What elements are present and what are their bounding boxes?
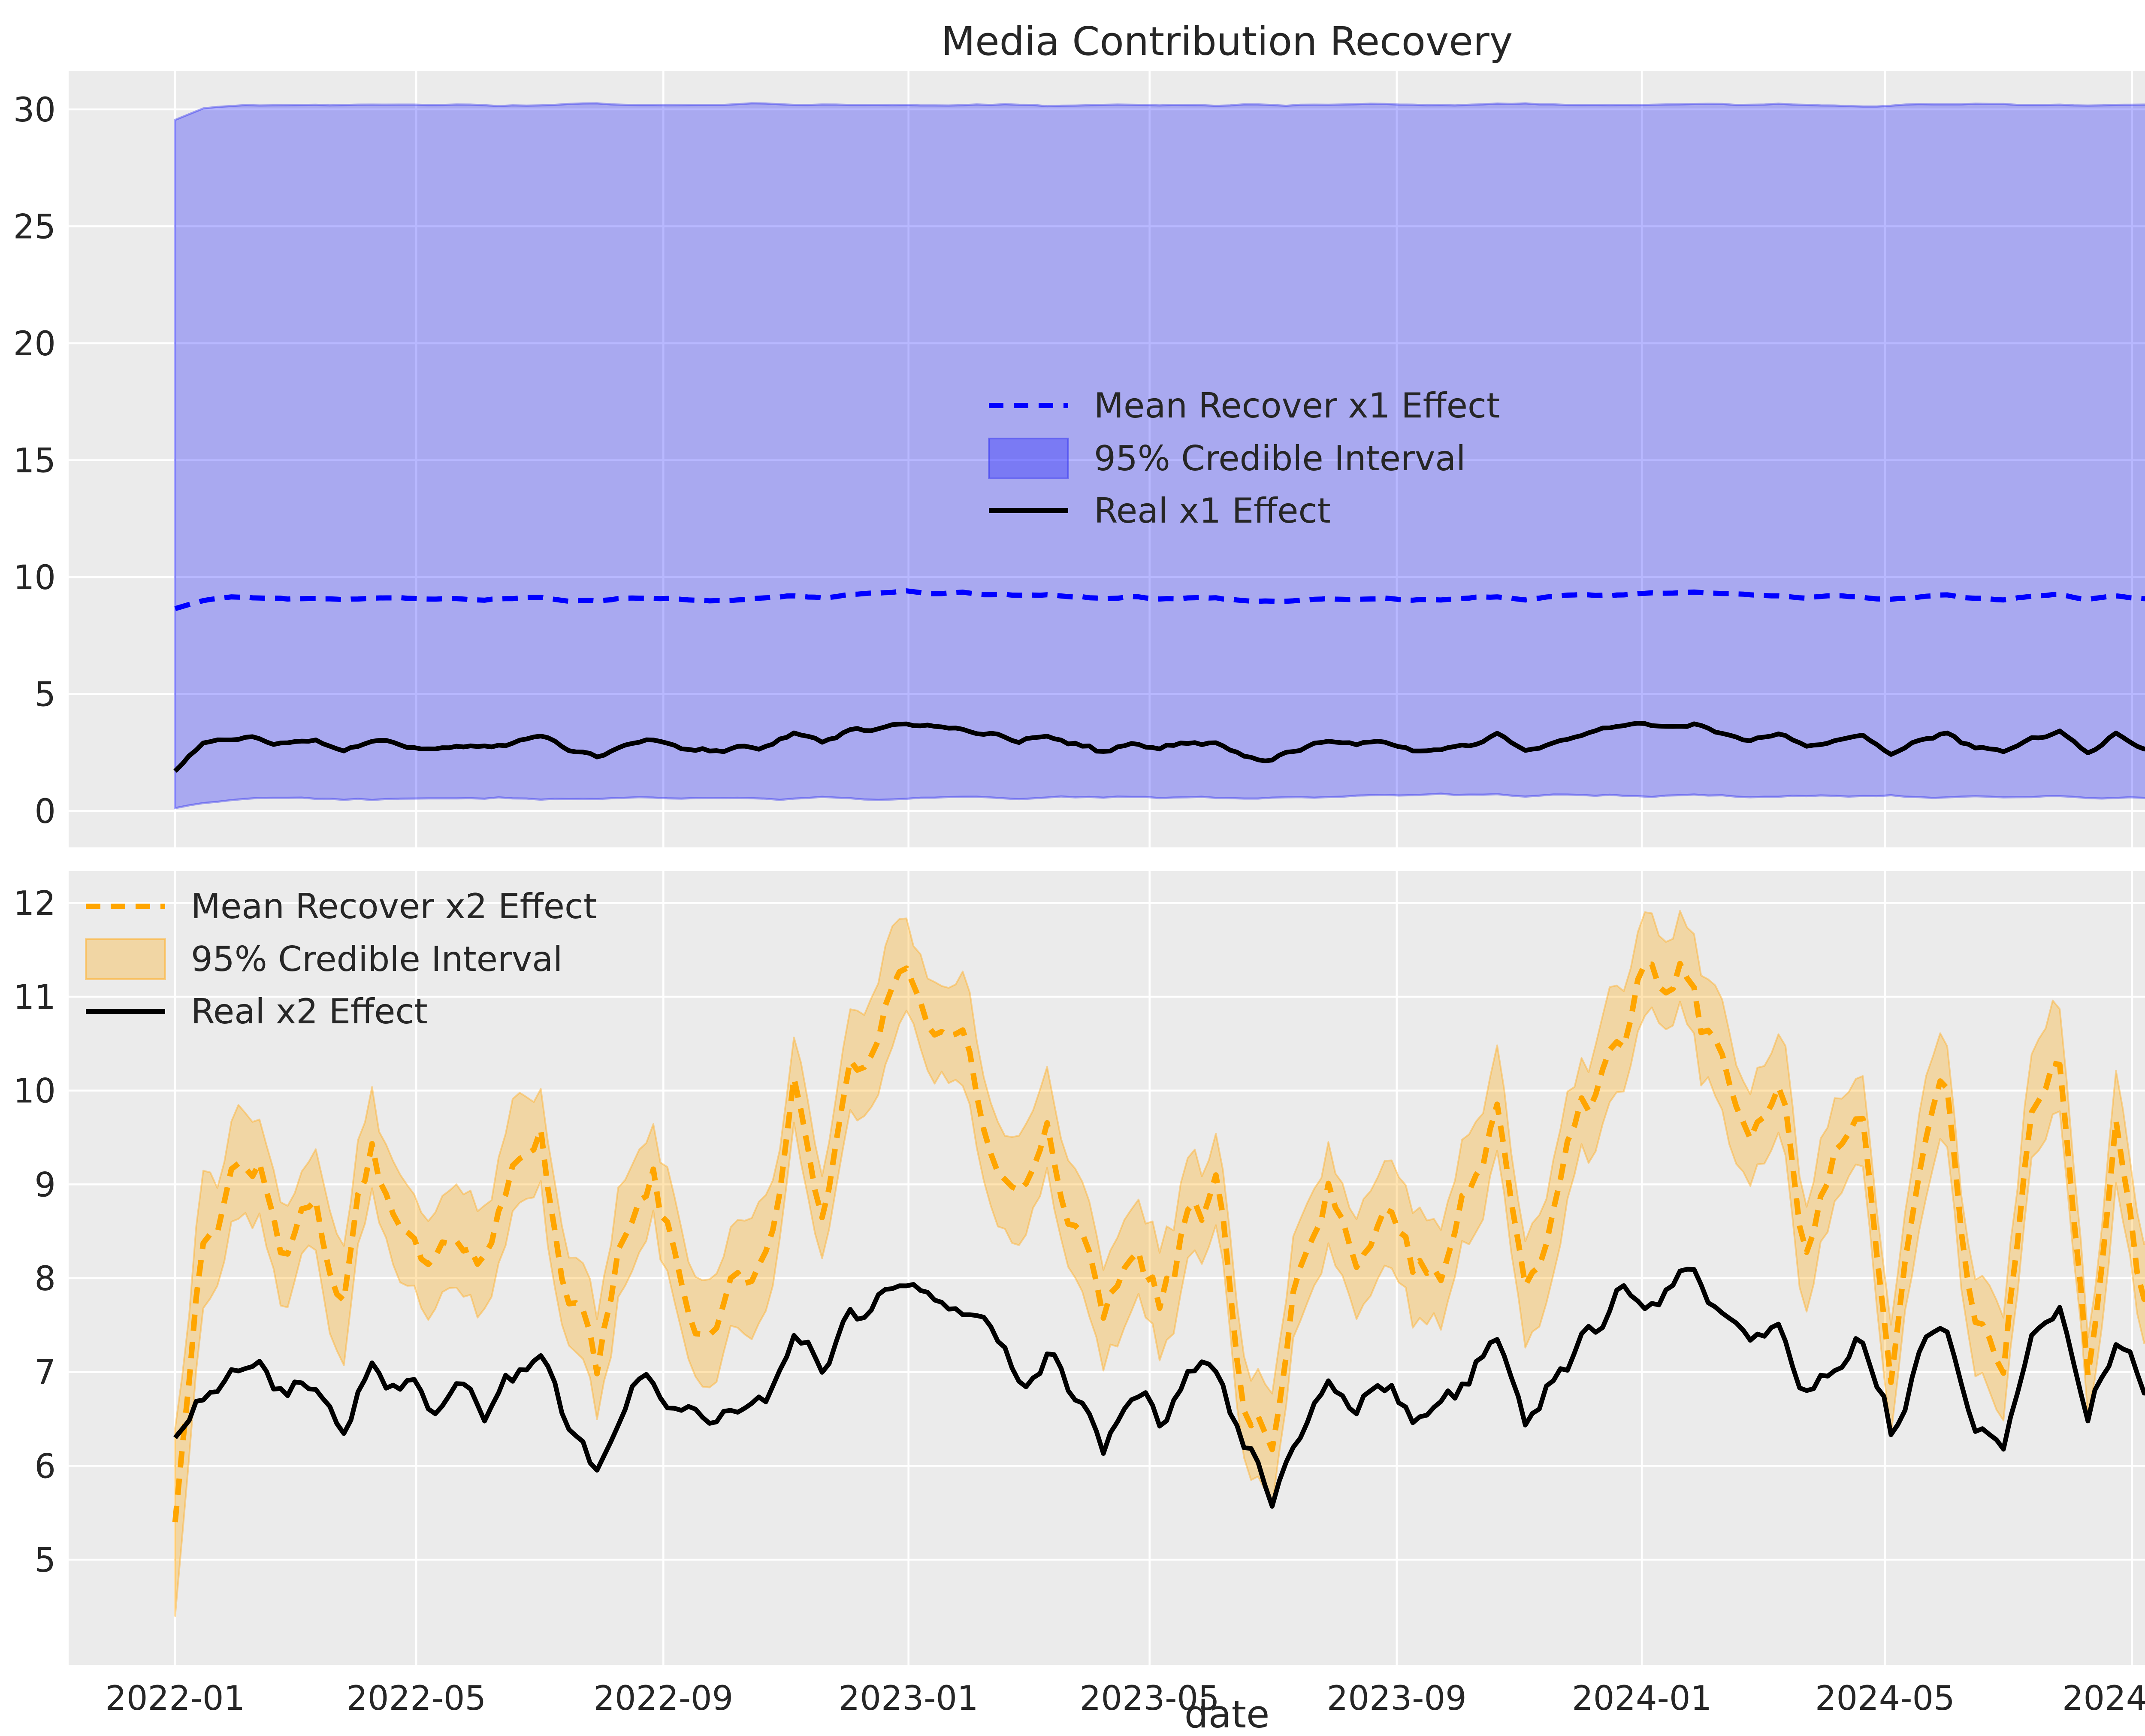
y-tick-label: 10 [13,1072,56,1111]
x-tick-label: 2022-09 [593,1679,733,1718]
y-tick-label: 30 [13,91,56,130]
x1-mean-line [174,588,2145,611]
x-tick-labels: 2022-01 2022-05 2022-09 2023-01 2023-05 2023-… [105,1679,2145,1718]
x1-band-legend-swatch [988,438,1069,479]
bottom-legend: Mean Recover x2 Effect 95% Credible Inte… [85,886,597,1031]
top-y-tick-labels: 0 5 10 15 20 25 30 [13,91,56,831]
y-tick-label: 11 [13,978,56,1017]
x1-band-legend-label: 95% Credible Interval [1094,439,1465,478]
y-tick-label: 0 [34,792,56,831]
x2-band-legend-label: 95% Credible Interval [191,939,562,979]
top-series [173,102,2145,810]
bottom-y-tick-labels: 5 6 7 8 9 10 11 12 [13,884,56,1580]
y-tick-label: 7 [34,1354,56,1392]
y-tick-label: 20 [13,325,56,363]
top-panel: 0 5 10 15 20 25 30 Mean Recover x1 Effect 95% … [13,71,2145,847]
x1-mean-legend-label: Mean Recover x1 Effect [1094,386,1500,426]
x2-mean-legend-label: Mean Recover x2 Effect [191,886,597,926]
y-tick-label: 5 [34,675,56,714]
x-tick-label: 2022-05 [346,1679,486,1718]
x-tick-label: 2024-01 [1572,1679,1712,1718]
y-tick-label: 8 [34,1260,56,1298]
x-axis-label: date [1184,1692,1269,1736]
top-plot-area [69,71,2145,847]
y-tick-label: 5 [34,1541,56,1580]
top-gridlines [69,71,2145,847]
y-tick-label: 12 [13,884,56,923]
x1-credible-band [174,102,2145,810]
x-tick-label: 2024-09 [2062,1679,2145,1718]
x-tick-label: 2023-05 [1080,1679,1220,1718]
y-tick-label: 25 [13,208,56,246]
x-tick-label: 2022-01 [105,1679,245,1718]
bottom-series [172,910,2145,1617]
x2-mean-line [172,961,2145,1523]
bottom-plot-area [69,871,2145,1665]
x-tick-label: 2024-05 [1815,1679,1955,1718]
bottom-panel: 5 6 7 8 9 10 11 12 Mean Recover x2 Effect 95% C… [13,871,2145,1665]
x2-band-legend-swatch [85,938,166,980]
y-tick-label: 6 [34,1447,56,1486]
x2-credible-band [174,910,2145,1617]
x2-real-line [173,1267,2145,1509]
y-tick-label: 10 [13,559,56,597]
x-tick-label: 2023-09 [1327,1679,1467,1718]
x1-real-line [173,721,2145,773]
x-tick-label: 2023-01 [839,1679,979,1718]
top-legend: Mean Recover x1 Effect 95% Credible Inte… [988,386,1500,531]
y-tick-label: 15 [13,442,56,480]
x2-real-legend-label: Real x2 Effect [191,992,428,1031]
x1-real-legend-label: Real x1 Effect [1094,491,1331,531]
chart-title: Media Contribution Recovery [941,18,1513,64]
y-tick-label: 9 [34,1166,56,1204]
